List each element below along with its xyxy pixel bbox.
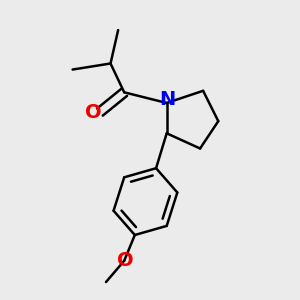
Text: N: N	[159, 90, 176, 109]
Text: O: O	[117, 251, 134, 270]
Text: O: O	[85, 103, 101, 122]
